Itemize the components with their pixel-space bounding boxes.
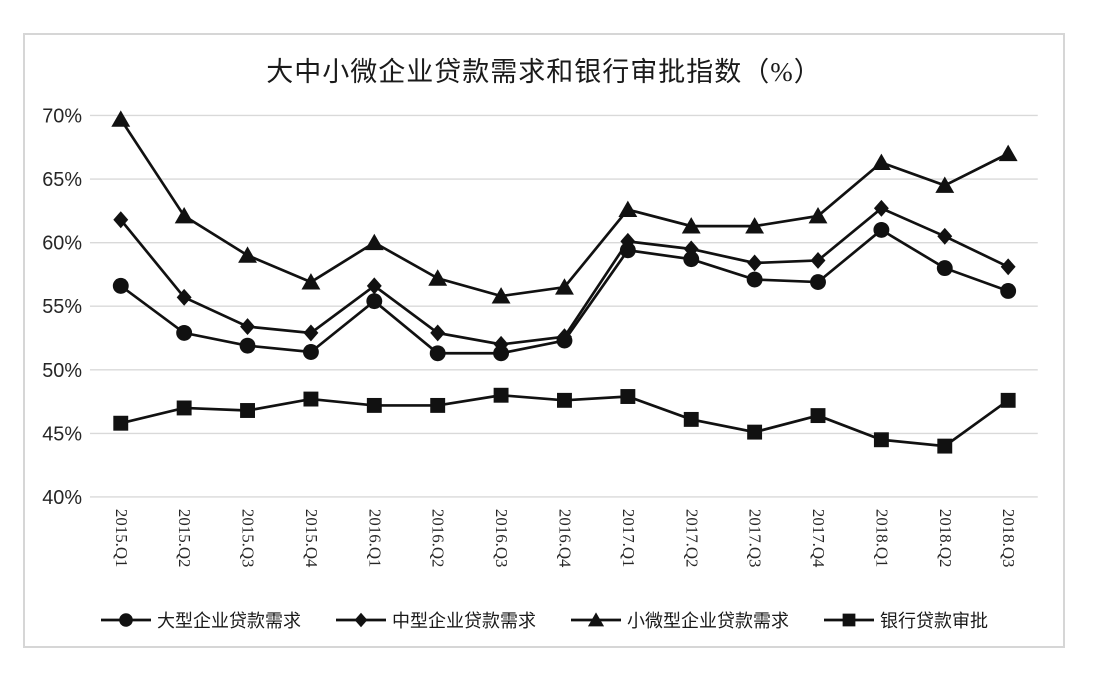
- x-tick-label: 2016.Q4: [555, 509, 574, 568]
- circle-marker-icon: [101, 613, 151, 627]
- x-tick-label: 2015.Q4: [302, 509, 321, 568]
- x-tick-label: 2017.Q4: [809, 509, 828, 568]
- x-tick-label: 2016.Q2: [429, 509, 448, 568]
- legend-label: 小微型企业贷款需求: [627, 611, 789, 631]
- legend-label: 大型企业贷款需求: [157, 611, 301, 631]
- legend-item-circle: 大型企业贷款需求: [100, 607, 301, 633]
- x-tick-label: 2017.Q3: [746, 509, 765, 568]
- y-tick-label: 65%: [42, 169, 82, 191]
- x-tick-label: 2016.Q1: [365, 509, 384, 568]
- x-tick-label: 2015.Q1: [112, 509, 131, 568]
- x-tick-label: 2018.Q3: [999, 509, 1018, 568]
- y-tick-label: 40%: [42, 487, 82, 509]
- x-tick-label: 2015.Q3: [239, 509, 258, 568]
- x-tick-label: 2016.Q3: [492, 509, 511, 568]
- legend-item-diamond: 中型企业贷款需求: [335, 607, 536, 633]
- legend: 大型企业贷款需求 中型企业贷款需求 小微型企业贷款需求 银行贷款审批: [25, 607, 1063, 633]
- triangle-marker-icon: [571, 612, 621, 627]
- y-tick-label: 55%: [42, 296, 82, 318]
- legend-label: 银行贷款审批: [880, 611, 988, 631]
- x-tick-label: 2017.Q1: [619, 509, 638, 568]
- y-tick-label: 70%: [42, 105, 82, 127]
- x-tick-label: 2015.Q2: [175, 509, 194, 568]
- x-tick-label: 2017.Q2: [682, 509, 701, 568]
- legend-label: 中型企业贷款需求: [392, 611, 536, 631]
- y-tick-label: 50%: [42, 360, 82, 382]
- chart-title: 大中小微企业贷款需求和银行审批指数（%）: [266, 57, 822, 87]
- y-tick-label: 60%: [42, 233, 82, 255]
- x-tick-label: 2018.Q2: [936, 509, 955, 568]
- diamond-marker-icon: [336, 612, 386, 628]
- x-tick-label: 2018.Q1: [872, 509, 891, 568]
- legend-item-square: 银行贷款审批: [823, 607, 988, 633]
- legend-item-triangle: 小微型企业贷款需求: [570, 607, 789, 633]
- square-marker-icon: [824, 613, 874, 627]
- plot-area: 70% 65% 60% 55% 50% 45% 40% 2015.Q1 2015.Q2 2015.…: [42, 105, 1038, 568]
- y-tick-label: 45%: [42, 423, 82, 445]
- chart-frame: 大中小微企业贷款需求和银行审批指数（%） 70% 65% 60% 55% 50% 45% 4…: [23, 33, 1065, 648]
